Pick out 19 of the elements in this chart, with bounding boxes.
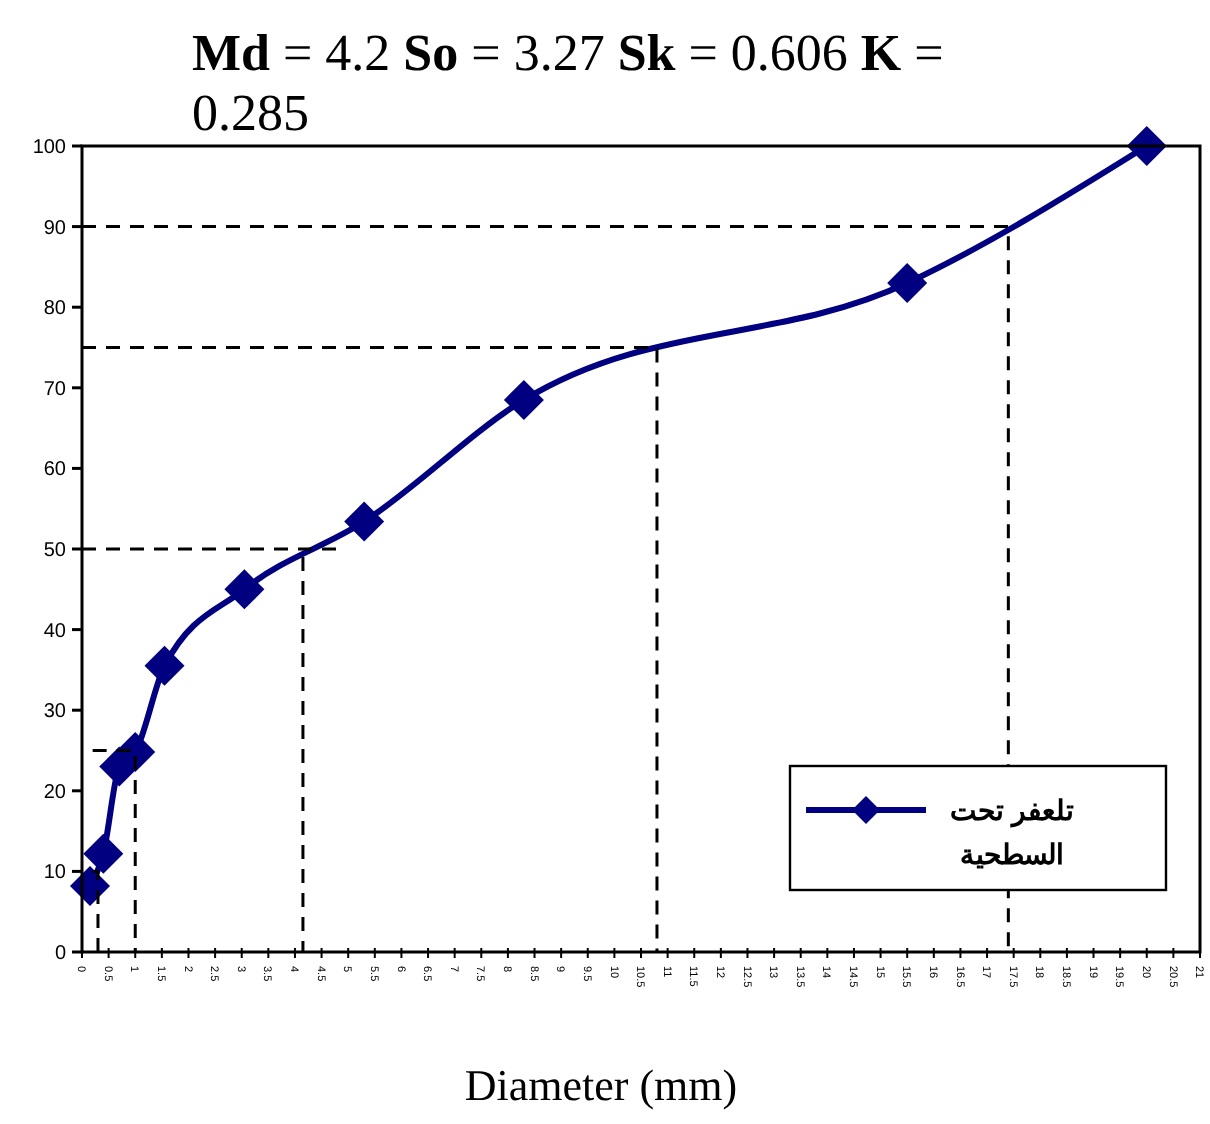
y-tick-label: 10 (43, 862, 67, 885)
point (144, 645, 185, 686)
x-axis-title: Diameter (mm) (464, 1060, 738, 1110)
chart-title: Md = 4.2 So = 3.27 Sk = 0.606 K = 0.285 (192, 24, 944, 142)
y-tick-label: 90 (43, 217, 67, 240)
point (83, 833, 124, 874)
y-tick-label: 60 (43, 459, 67, 482)
y-tick-label: 30 (43, 701, 67, 724)
y-tick-label: 40 (43, 620, 67, 643)
point (887, 263, 928, 304)
point (503, 379, 544, 420)
legend-label: تلعفر تحت السطحية (950, 793, 1074, 870)
y-tick-label: 80 (43, 298, 67, 321)
y-tick-label: 100 (32, 137, 67, 159)
y-tick-label: 20 (43, 781, 67, 804)
point (344, 501, 385, 542)
y-tick-label: 50 (43, 540, 67, 562)
y-tick-label: 70 (43, 378, 67, 401)
point (224, 569, 265, 610)
